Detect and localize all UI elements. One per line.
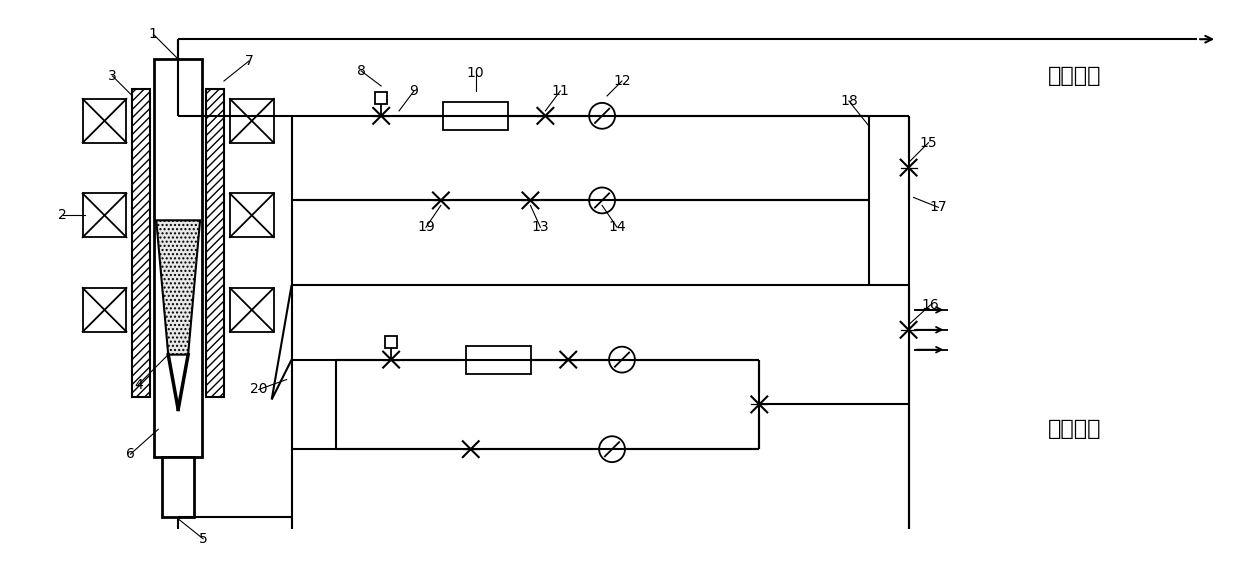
Text: 3: 3 bbox=[108, 69, 116, 83]
Bar bbox=[375, 92, 387, 104]
Text: 19: 19 bbox=[418, 220, 435, 234]
Circle shape bbox=[610, 346, 634, 373]
Text: 17: 17 bbox=[929, 200, 948, 214]
Text: 13: 13 bbox=[532, 220, 549, 234]
Text: 6: 6 bbox=[126, 447, 135, 461]
Text: 8: 8 bbox=[357, 64, 366, 78]
Circle shape bbox=[590, 103, 615, 129]
Text: 1: 1 bbox=[149, 27, 157, 41]
Bar bbox=[83, 288, 126, 332]
Circle shape bbox=[590, 188, 615, 213]
Bar bbox=[206, 89, 224, 397]
Text: 9: 9 bbox=[410, 84, 419, 98]
Bar bbox=[230, 193, 274, 237]
Text: 2: 2 bbox=[58, 208, 67, 222]
Bar bbox=[83, 99, 126, 143]
Bar bbox=[230, 99, 274, 143]
Text: 5: 5 bbox=[198, 532, 207, 546]
Text: 11: 11 bbox=[551, 84, 569, 98]
Text: 14: 14 bbox=[608, 220, 626, 234]
Text: 12: 12 bbox=[613, 74, 631, 88]
Bar bbox=[83, 193, 126, 237]
Bar bbox=[230, 288, 274, 332]
Text: 4: 4 bbox=[134, 378, 142, 391]
Bar bbox=[133, 89, 150, 397]
Text: 出口气体: 出口气体 bbox=[1048, 66, 1101, 86]
Bar bbox=[444, 102, 508, 130]
Text: 入口气体: 入口气体 bbox=[1048, 419, 1101, 439]
Text: 16: 16 bbox=[922, 298, 939, 312]
Circle shape bbox=[600, 436, 624, 462]
Text: 18: 18 bbox=[840, 94, 857, 108]
Bar bbox=[155, 59, 202, 457]
Text: 10: 10 bbox=[467, 66, 484, 80]
Text: 20: 20 bbox=[250, 383, 268, 396]
Bar bbox=[385, 336, 396, 348]
Text: 15: 15 bbox=[919, 136, 937, 150]
Bar bbox=[162, 457, 195, 517]
Bar bbox=[466, 346, 532, 374]
Text: 7: 7 bbox=[244, 54, 253, 68]
Polygon shape bbox=[156, 221, 199, 354]
